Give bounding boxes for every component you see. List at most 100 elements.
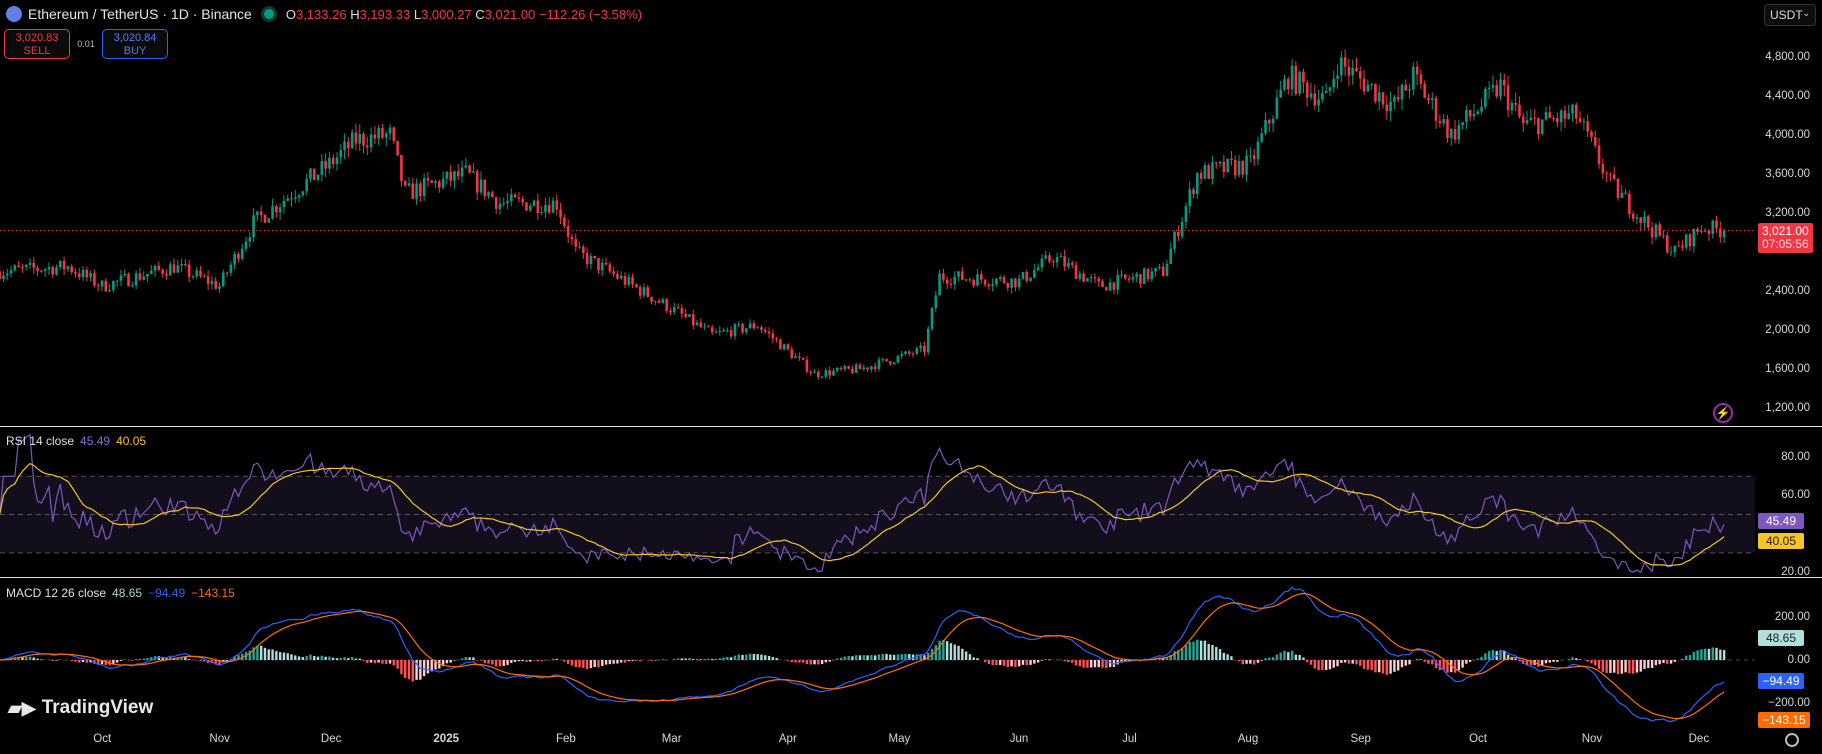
candle-body <box>494 197 498 209</box>
rsi-legend[interactable]: RSI 14 close 45.49 40.05 <box>6 434 147 448</box>
candle-body <box>691 314 695 326</box>
macd-histogram-bar <box>1499 649 1502 660</box>
candle-body <box>350 132 354 149</box>
macd-histogram-bar <box>1465 660 1468 664</box>
macd-histogram-bar <box>737 654 740 660</box>
candle-body <box>104 280 108 292</box>
macd-histogram-bar <box>1256 660 1260 663</box>
candle-body <box>1154 267 1157 272</box>
macd-histogram-bar <box>1575 658 1578 660</box>
candle-body <box>1006 283 1010 288</box>
macd-histogram-bar <box>680 658 684 660</box>
macd-histogram-bar <box>278 652 282 660</box>
candle-body <box>699 322 703 328</box>
candle-body <box>13 265 17 271</box>
candle-body <box>17 265 20 267</box>
sell-button[interactable]: 3,020.83 SELL <box>4 29 70 59</box>
candle-body <box>707 326 710 328</box>
macd-histogram-bar <box>1328 660 1332 670</box>
macd-histogram-bar <box>1541 660 1544 666</box>
macd-histogram-bar <box>608 660 612 665</box>
macd-histogram-bar <box>684 658 687 660</box>
candle-body <box>180 264 183 266</box>
candle-body <box>1665 235 1669 253</box>
lightning-icon[interactable]: ⚡ <box>1713 403 1733 423</box>
candle-body <box>358 133 362 144</box>
candle-body <box>873 366 877 370</box>
macd-histogram-bar <box>1571 657 1574 660</box>
candle-body <box>1681 245 1684 248</box>
candle-body <box>1173 231 1176 249</box>
macd-histogram-bar <box>184 657 187 660</box>
candle-body <box>5 273 9 276</box>
candle-body <box>585 253 589 265</box>
macd-histogram-bar <box>176 657 179 660</box>
candle-body <box>1540 119 1544 135</box>
macd-histogram-bar <box>150 657 153 660</box>
macd-histogram-bar <box>1396 660 1400 671</box>
time-axis-label: Nov <box>1581 733 1603 745</box>
candle-body <box>475 171 479 193</box>
macd-histogram-bar <box>354 658 358 660</box>
macd-histogram-bar <box>817 660 820 665</box>
candle-body <box>547 205 551 213</box>
candle-body <box>225 272 229 274</box>
macd-histogram-bar <box>1700 649 1703 660</box>
currency-select[interactable]: USDT ⌄ <box>1764 4 1816 26</box>
candle-body <box>430 180 434 183</box>
candle-body <box>1040 258 1044 268</box>
macd-histogram-bar <box>1230 656 1233 660</box>
candle-body <box>991 284 994 287</box>
macd-histogram-bar <box>513 660 517 662</box>
macd-histogram-bar <box>28 656 32 660</box>
candle-body <box>968 279 972 281</box>
candle-body <box>915 348 919 354</box>
candle-body <box>1271 118 1275 124</box>
candle-body <box>491 192 494 198</box>
settings-icon[interactable] <box>1785 733 1799 747</box>
symbol-title[interactable]: Ethereum / TetherUS · 1D · Binance <box>28 6 252 22</box>
macd-histogram-bar <box>1362 660 1366 669</box>
candle-body <box>1317 99 1320 106</box>
macd-histogram-bar <box>1666 660 1669 664</box>
candle-body <box>172 264 176 273</box>
macd-histogram-bar <box>301 656 305 660</box>
candle-body <box>1279 89 1282 98</box>
candle-body <box>631 277 634 285</box>
time-axis-label: Jun <box>1009 733 1029 745</box>
macd-legend[interactable]: MACD 12 26 close 48.65 −94.49 −143.15 <box>6 586 235 600</box>
candle-body <box>1294 65 1298 94</box>
macd-histogram-bar <box>790 660 793 663</box>
macd-histogram-bar <box>1040 660 1044 661</box>
candle-body <box>1070 262 1074 265</box>
macd-histogram-bar <box>1431 660 1434 665</box>
candle-body <box>877 359 881 370</box>
candle-body <box>119 275 123 281</box>
candle-body <box>1404 84 1408 91</box>
macd-histogram-bar <box>1203 640 1207 660</box>
macd-histogram-bar <box>487 660 490 664</box>
candle-body <box>661 299 665 303</box>
candle-body <box>1556 118 1559 123</box>
candle-body <box>1495 85 1499 97</box>
candle-body <box>1283 79 1286 90</box>
pane-divider[interactable] <box>0 577 1822 578</box>
macd-histogram-bar <box>961 648 964 660</box>
macd-histogram-bar <box>1082 660 1085 668</box>
candle-body <box>589 255 593 265</box>
macd-histogram-bar <box>1628 660 1631 674</box>
candle-body <box>112 281 115 291</box>
macd-histogram-bar <box>78 660 81 663</box>
buy-button[interactable]: 3,020.84 BUY <box>102 29 168 59</box>
pane-divider[interactable] <box>0 426 1822 427</box>
candle-body <box>608 264 612 272</box>
macd-histogram-bar <box>1226 654 1229 660</box>
macd-histogram-bar <box>373 660 377 664</box>
candle-body <box>737 324 741 326</box>
candle-body <box>1393 96 1396 102</box>
macd-histogram-bar <box>1017 660 1021 667</box>
macd-histogram-bar <box>525 660 528 662</box>
macd-histogram-bar <box>1703 648 1707 660</box>
candle-body <box>563 217 566 227</box>
